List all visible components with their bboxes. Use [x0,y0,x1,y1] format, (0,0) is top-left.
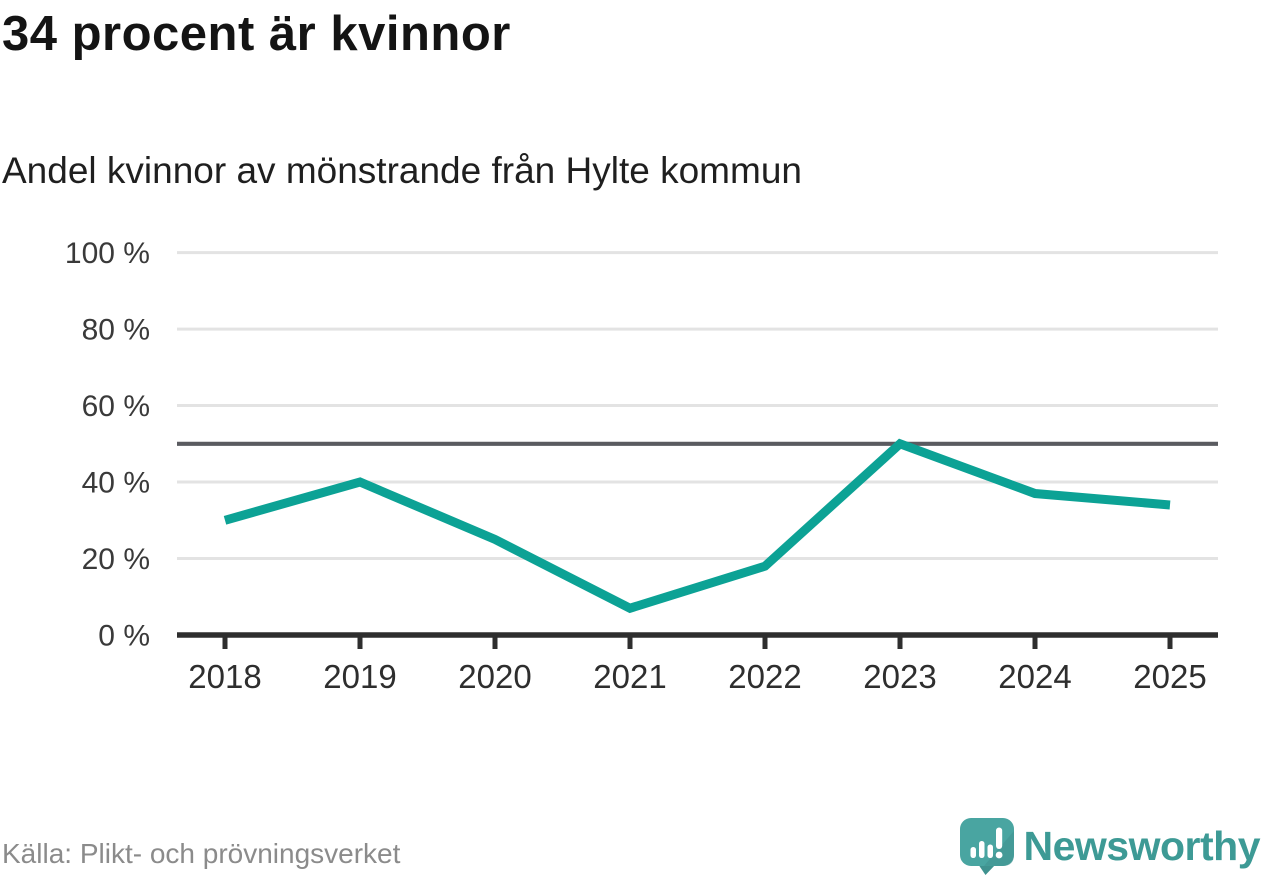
x-tick-label: 2022 [728,658,801,695]
x-tick-label: 2019 [323,658,396,695]
y-tick-label: 100 % [65,237,150,270]
newsworthy-logo: Newsworthy [959,818,1261,875]
y-tick-label: 80 % [82,314,150,347]
x-tick-label: 2018 [188,658,261,695]
y-tick-label: 40 % [82,467,150,500]
x-tick-label: 2021 [593,658,666,695]
newsworthy-speech-bubble-icon [959,818,1014,875]
chart-title: 34 procent är kvinnor [2,7,511,61]
x-tick-label: 2020 [458,658,531,695]
source-note: Källa: Plikt- och prövningsverket [2,838,401,869]
x-tick-label: 2025 [1133,658,1206,695]
y-tick-label: 20 % [82,543,150,576]
y-tick-label: 0 % [98,620,150,653]
x-tick-label: 2024 [998,658,1071,695]
logo-bar-chart-glyph [970,827,1002,859]
y-tick-label: 60 % [82,390,150,423]
x-tick-label: 2023 [863,658,936,695]
data-line-series [223,438,1171,614]
chart-subtitle: Andel kvinnor av mönstrande från Hylte k… [2,150,802,191]
newsworthy-wordmark: Newsworthy [1023,823,1261,869]
